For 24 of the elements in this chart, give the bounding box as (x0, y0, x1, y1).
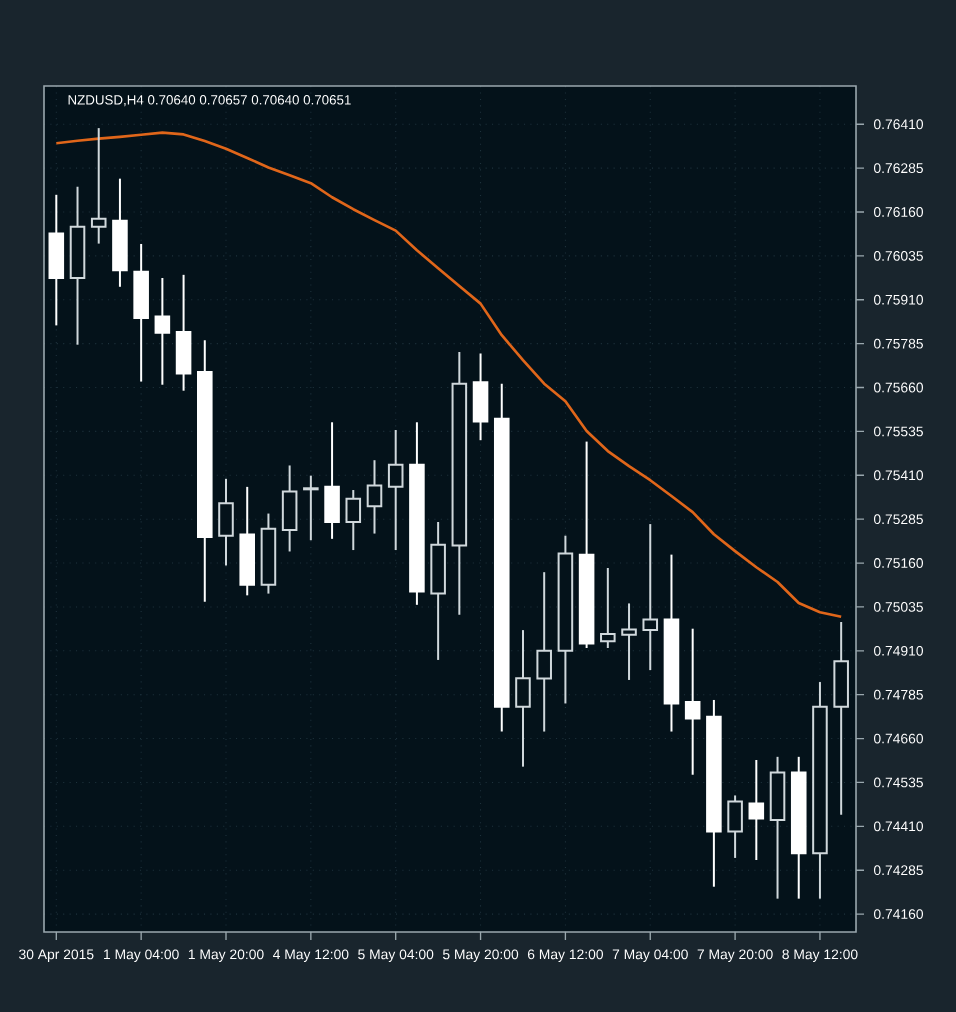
candlestick (833, 621, 849, 816)
candlestick (600, 566, 616, 650)
candlestick (345, 489, 362, 552)
candlestick (769, 755, 786, 900)
candlestick (218, 477, 234, 567)
candlestick (154, 277, 171, 386)
candlestick (303, 474, 319, 542)
candlestick (48, 193, 65, 327)
candlestick (175, 273, 192, 392)
candlestick (515, 629, 531, 768)
line-series (54, 131, 843, 619)
candlestick (727, 794, 743, 859)
candlestick (684, 627, 701, 776)
candlestick (90, 127, 107, 245)
candlestick (748, 758, 765, 862)
candlestick (324, 421, 340, 540)
candlestick (281, 464, 298, 553)
candlestick (472, 352, 489, 442)
candlestick (536, 571, 552, 733)
candlestick (387, 429, 404, 552)
candlestick (366, 459, 383, 535)
candlestick (642, 523, 659, 672)
candlestick (621, 602, 637, 681)
candlestick (133, 242, 149, 383)
